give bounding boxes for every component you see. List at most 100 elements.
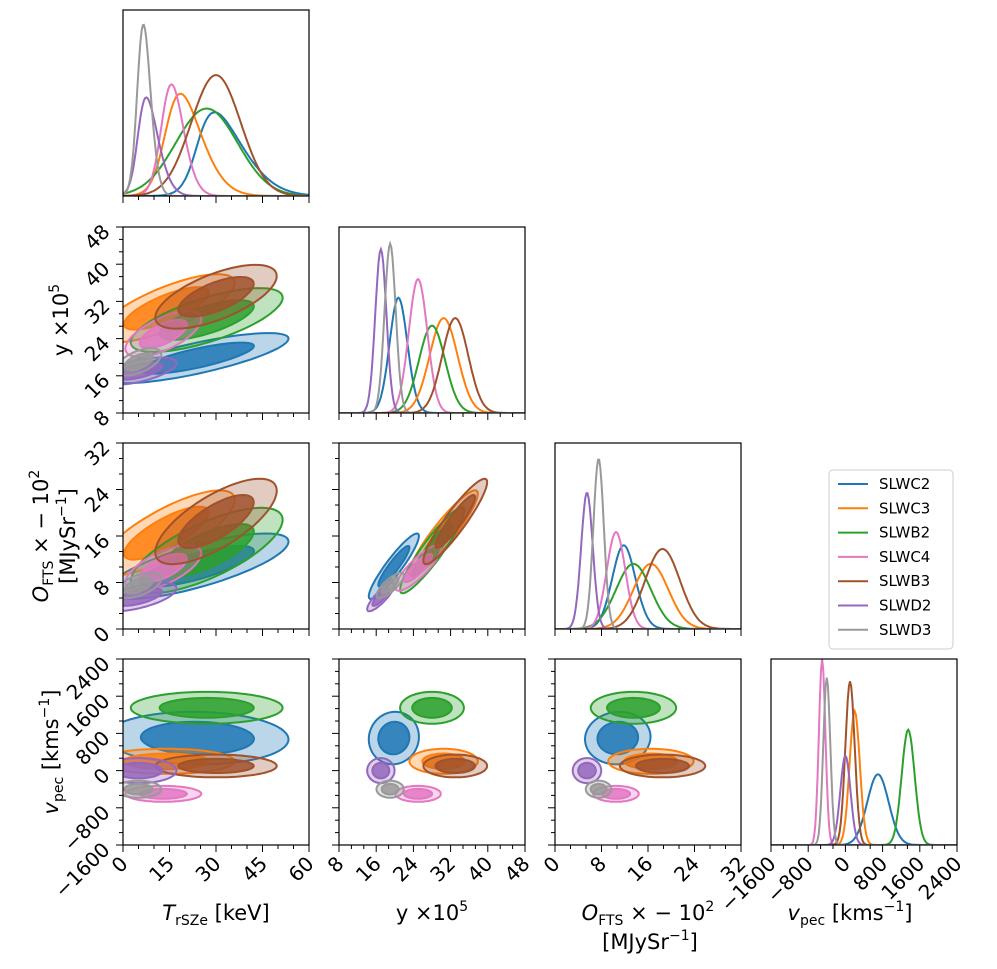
x-tick-label-y: 24 bbox=[388, 852, 423, 887]
contour-inner-SLWD2-O-v bbox=[577, 761, 597, 780]
contour-inner-SLWB2-T-v bbox=[158, 696, 255, 719]
contour-inner-SLWD2-T-v bbox=[123, 761, 164, 780]
x-tick-label-y: 8 bbox=[323, 852, 349, 878]
x-axis-label-v: vpec [kms−1] bbox=[788, 899, 913, 929]
y-axis-label-O-units: [MJySr−1] bbox=[54, 488, 80, 584]
panels-layer bbox=[116, 9, 958, 852]
contour-inner-SLWC2-y-v bbox=[377, 720, 411, 756]
panel-y-v bbox=[366, 690, 489, 803]
y-tick-label-y: 24 bbox=[80, 331, 115, 366]
contour-inner-SLWC4-y-O bbox=[402, 552, 434, 584]
legend-label-SLWC3: SLWC3 bbox=[879, 499, 930, 517]
x-tick-label-O: 0 bbox=[539, 852, 565, 878]
contour-inner-SLWB3-T-y bbox=[177, 276, 255, 318]
contour-inner-SLWB2-O-v bbox=[605, 696, 662, 719]
marginal-y-SLWB3 bbox=[339, 317, 525, 413]
panel-O-v bbox=[571, 690, 707, 803]
contour-inner-SLWB3-T-v bbox=[177, 757, 255, 774]
legend-label-SLWC4: SLWC4 bbox=[879, 548, 930, 566]
legend-label-SLWD2: SLWD2 bbox=[879, 597, 931, 615]
contour-inner-SLWB3-y-v bbox=[434, 757, 476, 774]
x-axis-label-T: TrSZe [keV] bbox=[162, 901, 269, 929]
marginal-v-SLWB2 bbox=[771, 727, 957, 845]
x-tick-label-O: 8 bbox=[585, 852, 611, 878]
panel-frame-y-v bbox=[338, 658, 526, 846]
y-tick-label-O: 32 bbox=[80, 436, 115, 471]
contour-inner-SLWD3-T-O bbox=[123, 576, 154, 595]
y-tick-label-v: 2400 bbox=[62, 652, 115, 705]
contour-inner-SLWB3-y-O bbox=[434, 494, 476, 550]
contour-inner-SLWC4-T-y bbox=[138, 318, 188, 350]
panel-y-O bbox=[366, 477, 489, 613]
x-tick-label-O: 16 bbox=[623, 852, 658, 887]
x-tick-label-y: 32 bbox=[425, 852, 460, 887]
panel-T-v bbox=[123, 690, 290, 803]
contour-inner-SLWB2-y-v bbox=[411, 696, 453, 719]
marginal-T-SLWD2 bbox=[123, 96, 309, 196]
contour-inner-SLWC2-y-O bbox=[377, 544, 411, 588]
y-tick-label-y: 16 bbox=[80, 368, 115, 403]
contour-inner-SLWD3-T-v bbox=[123, 782, 154, 796]
y-tick-label-y: 48 bbox=[80, 220, 115, 255]
x-tick-label-y: 16 bbox=[351, 852, 386, 887]
panel-T-y bbox=[123, 263, 290, 386]
marginal-O-SLWB2 bbox=[555, 562, 741, 629]
x-tick-label-T: 15 bbox=[144, 852, 179, 887]
x-axis-label-O: OFTS × − 102 bbox=[582, 899, 715, 929]
legend-label-SLWD3: SLWD3 bbox=[879, 621, 931, 639]
contour-inner-SLWB3-O-v bbox=[634, 757, 691, 774]
marginal-y-SLWD2 bbox=[339, 246, 525, 413]
x-tick-label-v: 0 bbox=[829, 852, 855, 878]
y-tick-label-y: 32 bbox=[80, 294, 115, 329]
x-axis-label-y: y ×105 bbox=[396, 899, 468, 925]
panel-frame-y-y bbox=[338, 226, 526, 414]
marginal-O-SLWD2 bbox=[555, 492, 741, 629]
y-tick-label-O: 0 bbox=[89, 622, 115, 648]
legend-box bbox=[828, 469, 954, 650]
y-tick-label-y: 40 bbox=[80, 257, 115, 292]
panel-v-v bbox=[771, 659, 957, 845]
marginal-y-SLWB2 bbox=[339, 324, 525, 413]
marginal-v-SLWB3 bbox=[771, 681, 957, 845]
panel-frame-v-v bbox=[770, 658, 958, 846]
marginal-y-SLWD3 bbox=[339, 240, 525, 413]
panel-T-T bbox=[123, 23, 309, 196]
contour-inner-SLWB3-T-O bbox=[177, 493, 255, 550]
marginal-O-SLWC4 bbox=[555, 531, 741, 629]
marginal-O-SLWD3 bbox=[555, 458, 741, 629]
contour-inner-SLWD3-y-O bbox=[380, 576, 400, 595]
y-axis-label-y: y ×105 bbox=[47, 284, 73, 356]
x-tick-label-y: 48 bbox=[500, 852, 535, 887]
legend-label-SLWB2: SLWB2 bbox=[879, 524, 930, 542]
y-tick-label-O: 24 bbox=[80, 482, 115, 517]
marginal-y-SLWC4 bbox=[339, 277, 525, 413]
marginal-T-SLWB3 bbox=[123, 74, 309, 196]
x-tick-label-O: 24 bbox=[669, 852, 704, 887]
panel-T-O bbox=[123, 477, 290, 612]
y-tick-label-O: 16 bbox=[80, 529, 115, 564]
x-tick-label-y: 40 bbox=[462, 852, 497, 887]
legend: SLWC2 SLWC3 SLWB2 SLWC4 SLWB3 SLWD2 SLWD3 bbox=[828, 469, 954, 650]
x-tick-label-T: 30 bbox=[191, 852, 226, 887]
panel-y-y bbox=[339, 240, 525, 413]
panel-frame-O-O bbox=[554, 442, 742, 630]
x-tick-label-T: 45 bbox=[237, 852, 272, 887]
contour-inner-SLWD3-T-y bbox=[123, 352, 154, 372]
panel-O-O bbox=[555, 458, 741, 629]
x-tick-label-v: 2400 bbox=[914, 852, 967, 905]
legend-label-SLWB3: SLWB3 bbox=[879, 572, 930, 590]
x-axis-label-O-units: [MJySr−1] bbox=[602, 928, 698, 954]
marginal-O-SLWC2 bbox=[555, 544, 741, 629]
x-tick-label-T: 60 bbox=[284, 852, 319, 887]
marginal-O-SLWB3 bbox=[555, 548, 741, 629]
marginal-v-SLWD2 bbox=[771, 753, 957, 845]
marginal-v-SLWC3 bbox=[771, 708, 957, 845]
contour-inner-SLWD3-y-v bbox=[380, 782, 400, 796]
y-axis-label-v: vpec [kms−1] bbox=[37, 690, 67, 815]
y-tick-label-O: 8 bbox=[89, 575, 115, 601]
contour-inner-SLWC2-T-v bbox=[139, 720, 255, 756]
contour-inner-SLWD3-O-v bbox=[589, 782, 608, 796]
marginal-T-SLWD3 bbox=[123, 23, 309, 196]
legend-label-SLWC2: SLWC2 bbox=[879, 475, 930, 493]
